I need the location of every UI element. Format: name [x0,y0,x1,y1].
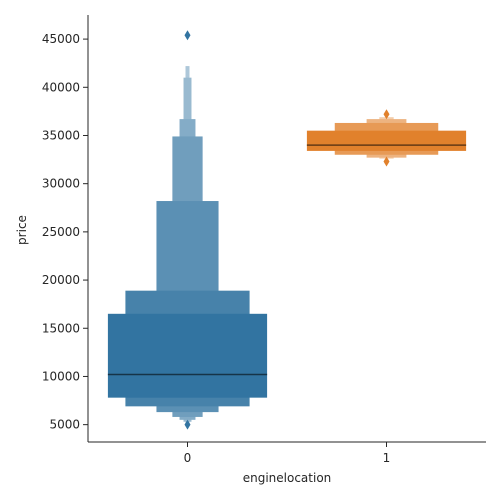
y-tick-label: 5000 [49,418,80,432]
x-tick-label: 1 [383,451,391,465]
x-tick-label: 0 [184,451,192,465]
x-axis-label: enginelocation [243,471,332,485]
outlier-point-1-0 [383,109,390,120]
y-axis-label: price [15,215,29,245]
y-tick-label: 25000 [42,225,80,239]
y-axis-ticks: 5000 10000 15000 20000 25000 30000 35000 40000 4… [42,32,88,432]
y-tick-label: 20000 [42,273,80,287]
y-tick-label: 15000 [42,321,80,335]
boxen-box-0-0 [107,313,268,398]
outlier-point-0-0 [184,30,191,41]
plot-area [107,30,467,430]
y-tick-label: 40000 [42,80,80,94]
y-tick-label: 35000 [42,128,80,142]
y-tick-label: 30000 [42,177,80,191]
y-tick-label: 10000 [42,369,80,383]
outlier-point-0-1 [184,419,191,430]
outlier-point-1-1 [383,156,390,167]
boxen-box-1-0 [306,130,467,151]
y-tick-label: 45000 [42,32,80,46]
